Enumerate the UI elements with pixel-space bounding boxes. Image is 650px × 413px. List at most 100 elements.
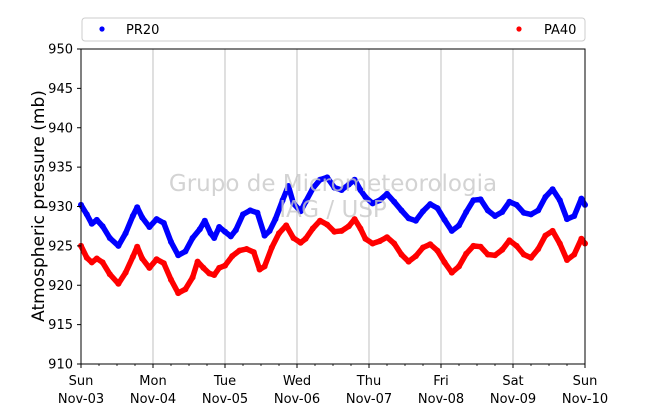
data-point	[129, 213, 136, 219]
data-point	[216, 224, 223, 230]
data-point	[351, 176, 358, 183]
data-point	[272, 216, 279, 223]
data-point	[106, 235, 113, 241]
data-point	[470, 242, 477, 249]
data-point	[240, 211, 246, 218]
x-tick-label-date: Nov-08	[418, 392, 464, 407]
data-point	[376, 238, 383, 245]
data-point	[93, 255, 100, 262]
data-point	[470, 197, 477, 204]
data-point	[506, 198, 513, 205]
x-axis: Sun Nov-03 Mon Nov-04 Tue Nov-05 Wed Nov-06 Thu N…	[58, 364, 608, 407]
data-point	[139, 214, 146, 221]
data-point	[206, 270, 213, 277]
data-point	[520, 209, 527, 216]
data-point	[376, 197, 383, 204]
watermark-line-2: IAG / USP	[279, 197, 387, 223]
x-tick-label-day: Tue	[213, 374, 236, 389]
data-point	[256, 266, 263, 273]
data-point	[564, 257, 570, 263]
data-point	[99, 223, 106, 230]
data-point	[542, 194, 549, 200]
data-point	[266, 227, 273, 234]
data-point	[106, 271, 113, 278]
data-point	[254, 209, 261, 216]
data-point	[362, 235, 369, 242]
data-point	[175, 290, 182, 297]
data-point	[499, 246, 506, 253]
data-point	[324, 221, 331, 228]
data-point	[463, 250, 470, 257]
data-point	[456, 263, 462, 270]
watermark-line-1: Grupo de Micrometeorologia	[169, 171, 497, 197]
x-tick-label-date: Nov-09	[490, 392, 536, 407]
data-point	[345, 223, 352, 230]
data-point	[168, 238, 174, 245]
y-axis-label: Atmospheric pressure (mb)	[29, 90, 49, 322]
data-point	[448, 269, 455, 276]
data-point	[250, 249, 257, 256]
data-point	[448, 227, 455, 234]
data-point	[420, 244, 426, 251]
data-point	[578, 235, 585, 242]
data-point	[134, 204, 141, 211]
data-point	[331, 228, 338, 235]
data-point	[247, 207, 254, 214]
data-point	[556, 240, 563, 247]
x-tick-label-day: Mon	[139, 374, 166, 389]
data-point	[369, 240, 376, 247]
data-point	[122, 269, 129, 276]
y-axis: 910 915 920 925 930 935 940 945 950	[48, 43, 81, 373]
data-point	[405, 215, 412, 222]
data-point	[357, 187, 364, 193]
series-pr20	[78, 174, 588, 259]
data-point	[331, 184, 338, 191]
legend-marker-pa40	[516, 26, 522, 32]
data-point	[477, 196, 484, 203]
data-point	[405, 258, 412, 265]
x-tick-label-day: Wed	[283, 374, 311, 389]
data-point	[427, 241, 434, 248]
data-point	[571, 251, 578, 258]
data-point	[542, 232, 549, 239]
legend-box	[81, 17, 586, 42]
data-point	[261, 232, 268, 239]
data-point	[434, 205, 441, 212]
data-point	[317, 176, 323, 183]
data-point	[211, 272, 218, 278]
data-point	[427, 201, 434, 208]
data-point	[115, 280, 122, 287]
x-tick-label-day: Sat	[502, 374, 523, 389]
x-tick-label-date: Nov-04	[130, 392, 176, 407]
y-tick-label: 930	[48, 200, 73, 215]
data-point	[290, 235, 297, 241]
data-point	[182, 248, 189, 255]
data-point	[309, 185, 316, 192]
data-point	[236, 247, 243, 254]
data-point	[146, 224, 153, 230]
data-point	[528, 254, 534, 261]
data-point	[99, 259, 106, 266]
data-point	[477, 243, 484, 250]
data-point	[398, 207, 405, 214]
data-point	[227, 233, 234, 240]
data-point	[168, 276, 174, 283]
data-point	[578, 195, 585, 202]
data-point	[182, 286, 189, 293]
data-point	[222, 228, 228, 235]
data-point	[456, 222, 462, 229]
series-pa40	[78, 216, 588, 297]
data-point	[160, 260, 167, 267]
x-tick-label-date: Nov-06	[274, 392, 320, 407]
data-point	[434, 247, 441, 254]
data-point	[535, 246, 542, 252]
data-point	[283, 222, 290, 229]
data-point	[285, 183, 292, 189]
data-point	[362, 194, 369, 200]
y-tick-label: 950	[48, 43, 73, 58]
data-point	[513, 242, 520, 249]
data-point	[484, 251, 491, 258]
data-point	[153, 256, 160, 263]
